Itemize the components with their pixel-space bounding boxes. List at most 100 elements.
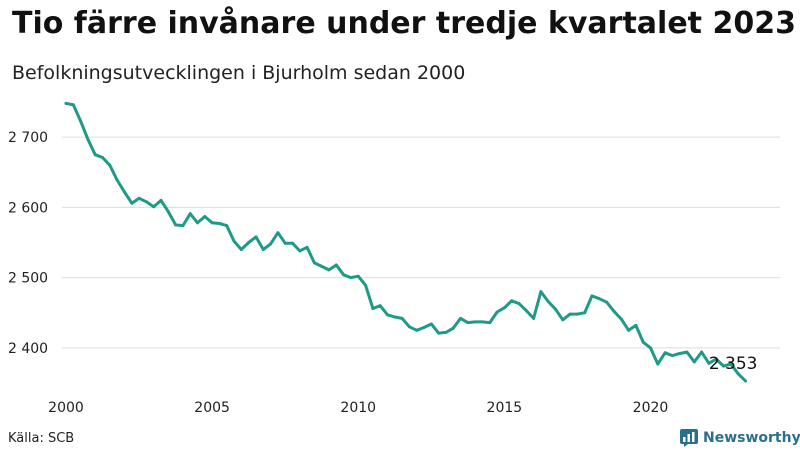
data-point [561,318,565,322]
data-point [546,300,550,303]
data-point [714,357,718,361]
x-axis-ticks: 2000 2005 2010 2015 2020 [48,400,668,416]
data-point [554,307,557,311]
data-point [254,235,258,239]
data-point [678,352,682,355]
x-tick-label: 2015 [487,400,523,416]
data-point [71,103,75,107]
data-point [159,198,163,202]
data-point [130,201,134,205]
data-point [334,263,338,267]
data-point [349,276,353,280]
data-point [232,239,236,243]
population-line [64,101,747,383]
data-point [473,320,477,324]
data-point [108,163,112,167]
data-point [312,261,316,265]
data-point [283,241,287,245]
data-point [64,101,68,105]
data-point [480,320,484,324]
data-point [605,300,609,304]
y-tick-label: 2 500 [8,271,48,287]
data-point [627,328,631,332]
data-point [707,361,711,365]
data-point [79,119,83,123]
x-tick-label: 2000 [48,400,84,416]
data-point [188,212,192,216]
data-point [196,221,199,225]
data-point [495,310,499,314]
data-point [122,190,126,194]
data-point [356,274,360,278]
data-point [692,360,696,364]
newsworthy-icon [680,429,698,447]
data-point [510,299,514,303]
data-point [276,231,280,235]
data-point [342,273,346,277]
data-point [459,316,462,320]
data-point [115,178,119,182]
data-point [86,137,90,141]
data-point [298,249,302,253]
y-axis-ticks: 2 400 2 500 2 600 2 700 [8,130,48,357]
data-point [437,331,441,335]
data-point [247,241,251,244]
y-tick-label: 2 600 [8,200,48,216]
data-point [327,268,331,272]
data-point [291,241,294,245]
data-point [488,321,492,325]
data-point [663,351,667,355]
brand-logo[interactable]: Newsworthy [680,428,800,448]
chart-subtitle: Befolkningsutvecklingen i Bjurholm sedan… [12,62,466,84]
chart-title: Tio färre invånare under tredje kvartale… [12,6,796,41]
data-point [101,156,104,159]
data-point [451,326,455,330]
data-point [568,312,572,316]
data-point [744,379,747,383]
data-point [137,196,141,200]
grid-lines [62,136,780,349]
data-point [225,224,229,228]
data-point [320,264,324,268]
data-point [656,362,660,366]
data-point [590,294,594,298]
data-point [239,248,243,251]
data-point [619,317,623,321]
data-point [634,323,638,327]
data-point [422,326,426,329]
data-point [371,307,375,310]
data-point [364,283,368,287]
data-point [174,223,178,227]
data-point [393,315,397,319]
data-point [575,312,579,316]
data-point [144,200,148,204]
data-point [269,242,273,246]
data-point [670,354,674,358]
data-point [502,306,506,310]
data-point [93,153,97,157]
data-point [210,221,214,225]
last-value-label: 2 353 [709,354,758,374]
data-point [583,311,587,315]
data-point [597,297,601,301]
data-point [539,290,543,294]
data-point [444,330,448,334]
data-point [407,325,411,329]
data-point [386,313,389,317]
data-point [166,210,170,214]
data-point [181,224,185,228]
y-tick-label: 2 700 [8,130,48,146]
data-point [217,222,221,225]
data-point [378,304,382,308]
data-point [203,215,207,218]
y-tick-label: 2 400 [8,341,48,357]
data-point [415,328,419,332]
data-point [722,364,726,368]
data-point [700,350,704,354]
x-tick-label: 2005 [194,400,230,416]
data-point [685,350,689,354]
data-point [524,309,528,313]
data-point [532,316,536,320]
source-note: Källa: SCB [8,431,75,446]
